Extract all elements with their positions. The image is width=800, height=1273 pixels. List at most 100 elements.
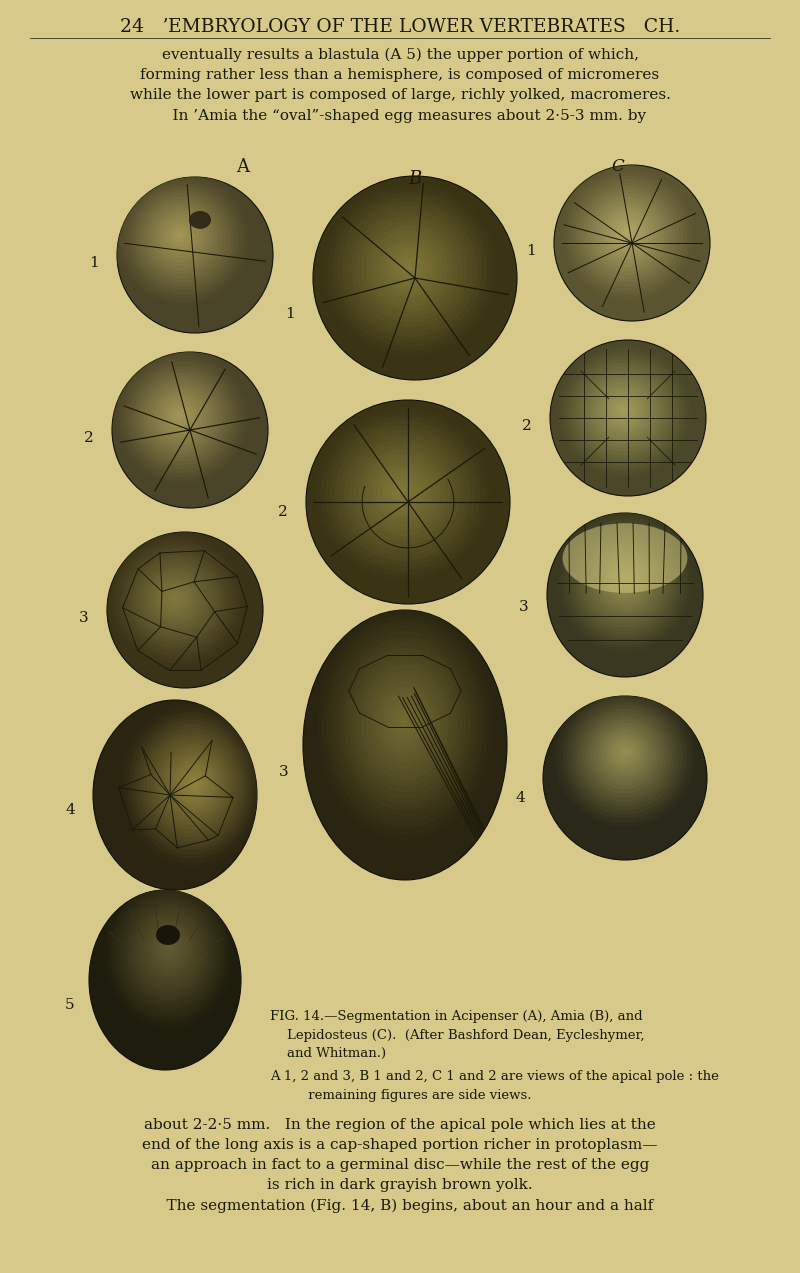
Ellipse shape	[558, 512, 692, 653]
Ellipse shape	[387, 477, 416, 507]
Ellipse shape	[143, 728, 242, 841]
Ellipse shape	[168, 591, 182, 606]
Ellipse shape	[619, 406, 626, 414]
Ellipse shape	[602, 729, 648, 777]
Ellipse shape	[590, 378, 657, 444]
Ellipse shape	[354, 444, 450, 541]
Ellipse shape	[569, 356, 679, 467]
Ellipse shape	[356, 215, 462, 322]
Text: 3: 3	[278, 765, 288, 779]
Text: 2: 2	[522, 419, 532, 433]
Ellipse shape	[326, 416, 480, 570]
Ellipse shape	[550, 340, 706, 496]
Ellipse shape	[112, 353, 268, 508]
Ellipse shape	[598, 204, 657, 264]
Ellipse shape	[120, 894, 218, 1009]
Ellipse shape	[123, 897, 214, 1006]
Ellipse shape	[129, 712, 255, 858]
Ellipse shape	[397, 486, 406, 496]
Ellipse shape	[583, 370, 664, 452]
Text: 3: 3	[79, 611, 89, 625]
Ellipse shape	[104, 876, 234, 1030]
Ellipse shape	[122, 704, 262, 867]
Ellipse shape	[117, 890, 221, 1013]
Ellipse shape	[387, 699, 422, 745]
Ellipse shape	[140, 915, 198, 984]
Ellipse shape	[126, 901, 211, 1001]
Ellipse shape	[582, 536, 669, 628]
Ellipse shape	[616, 223, 638, 244]
Ellipse shape	[107, 532, 263, 687]
Ellipse shape	[568, 522, 682, 642]
Ellipse shape	[335, 631, 475, 816]
Ellipse shape	[306, 400, 510, 603]
Text: 5: 5	[64, 998, 74, 1012]
Ellipse shape	[401, 715, 410, 727]
Ellipse shape	[162, 747, 225, 821]
Ellipse shape	[173, 407, 187, 423]
Ellipse shape	[135, 559, 217, 640]
Ellipse shape	[122, 545, 232, 656]
Ellipse shape	[383, 693, 427, 751]
Ellipse shape	[166, 222, 195, 251]
Ellipse shape	[618, 745, 633, 760]
Ellipse shape	[146, 569, 206, 629]
Ellipse shape	[303, 610, 507, 880]
Ellipse shape	[142, 566, 210, 633]
Ellipse shape	[370, 676, 440, 769]
Ellipse shape	[374, 681, 436, 763]
Ellipse shape	[366, 225, 453, 312]
Ellipse shape	[346, 206, 472, 332]
Ellipse shape	[561, 349, 686, 475]
Ellipse shape	[332, 192, 487, 346]
Ellipse shape	[125, 708, 258, 863]
Ellipse shape	[378, 468, 426, 516]
Ellipse shape	[602, 207, 654, 260]
Text: about 2-2·5 mm.   In the region of the apical pole which lies at the
end of the : about 2-2·5 mm. In the region of the api…	[142, 1118, 658, 1213]
Ellipse shape	[615, 570, 635, 591]
Ellipse shape	[187, 775, 202, 792]
Ellipse shape	[363, 453, 441, 531]
Ellipse shape	[390, 248, 428, 288]
Ellipse shape	[322, 615, 488, 834]
Ellipse shape	[154, 577, 198, 621]
Ellipse shape	[608, 396, 638, 425]
Ellipse shape	[558, 345, 690, 479]
Ellipse shape	[602, 556, 648, 606]
Ellipse shape	[158, 214, 203, 258]
Ellipse shape	[362, 665, 449, 780]
Ellipse shape	[176, 411, 184, 419]
Ellipse shape	[323, 183, 497, 356]
Ellipse shape	[158, 393, 202, 438]
Ellipse shape	[558, 165, 698, 306]
Ellipse shape	[158, 743, 228, 825]
Ellipse shape	[114, 537, 240, 663]
Ellipse shape	[107, 880, 230, 1026]
Ellipse shape	[170, 224, 191, 247]
Ellipse shape	[89, 890, 241, 1071]
Ellipse shape	[601, 388, 646, 433]
Ellipse shape	[618, 573, 632, 588]
Text: 1: 1	[526, 244, 536, 258]
Ellipse shape	[578, 709, 672, 802]
Ellipse shape	[150, 736, 235, 834]
Ellipse shape	[321, 411, 485, 575]
Text: C: C	[612, 158, 624, 174]
Ellipse shape	[120, 176, 246, 302]
Ellipse shape	[358, 449, 446, 536]
Ellipse shape	[117, 173, 250, 306]
Ellipse shape	[576, 183, 679, 286]
Ellipse shape	[184, 771, 205, 796]
Ellipse shape	[144, 379, 218, 453]
Ellipse shape	[572, 359, 675, 463]
Ellipse shape	[357, 659, 453, 787]
Ellipse shape	[137, 373, 226, 461]
Ellipse shape	[146, 923, 192, 976]
Ellipse shape	[578, 532, 672, 631]
Ellipse shape	[361, 220, 458, 317]
Text: FIG. 14.—Segmentation in Acipenser (A), Amia (B), and
    Lepidosteus (C).  (Aft: FIG. 14.—Segmentation in Acipenser (A), …	[270, 1009, 645, 1060]
Ellipse shape	[318, 608, 493, 840]
Ellipse shape	[571, 526, 678, 638]
Ellipse shape	[163, 941, 176, 956]
Ellipse shape	[366, 671, 444, 774]
